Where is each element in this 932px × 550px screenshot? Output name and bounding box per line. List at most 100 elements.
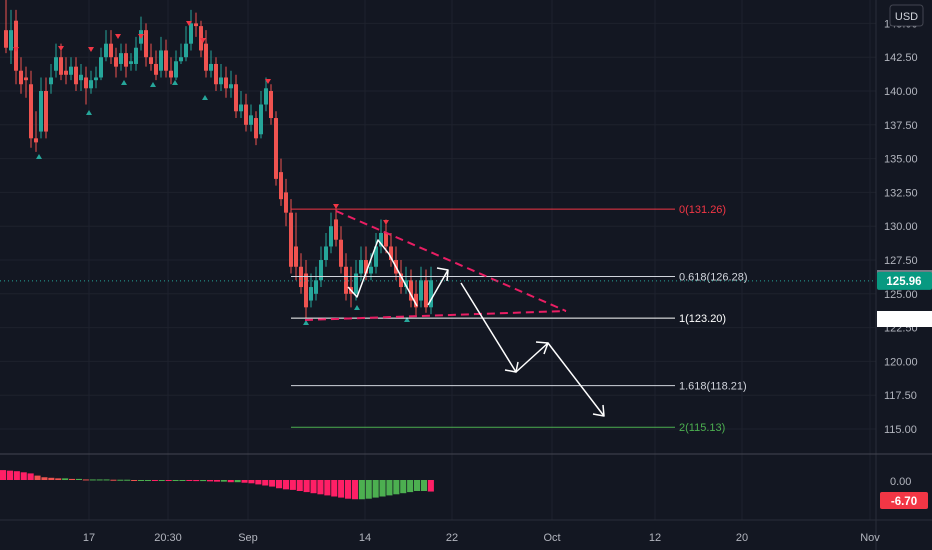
oscillator-current-value: -6.70 [891, 496, 917, 508]
histogram-bar [55, 478, 62, 480]
candle-body [314, 280, 318, 294]
candle-body [39, 91, 43, 132]
price-axis-label: 137.50 [884, 120, 918, 132]
currency-button[interactable]: USD [889, 4, 924, 27]
candle-body [154, 63, 158, 75]
candle-body [59, 57, 63, 75]
histogram-bar [372, 480, 379, 498]
histogram-bar [427, 480, 434, 492]
candle-body [309, 287, 313, 301]
histogram-bar [213, 480, 220, 482]
histogram-bar [103, 479, 110, 481]
triangle-pattern[interactable] [304, 210, 567, 321]
candle-body [374, 246, 378, 267]
histogram-bar [0, 470, 7, 480]
candle-body [234, 84, 238, 112]
histogram-bar [393, 480, 400, 495]
current-price-badge: 125.96 [877, 271, 932, 290]
swing-high-marker-icon [383, 220, 389, 225]
swing-high-marker-icon [186, 21, 192, 26]
currency-button-bg[interactable] [889, 4, 924, 27]
candle-body [34, 138, 38, 143]
histogram-bar [131, 480, 138, 481]
fib-level-label-3: 1.618(118.21) [679, 381, 747, 393]
candle-body [399, 273, 403, 288]
histogram-bar [186, 480, 193, 481]
histogram-bar [124, 479, 131, 481]
histogram-bar [358, 480, 365, 500]
swing-high-marker-icon [138, 34, 144, 39]
candle-body [384, 232, 388, 247]
projection-path[interactable] [347, 239, 605, 417]
candle-body [159, 50, 163, 71]
candle-body [169, 70, 173, 78]
candle-body [344, 266, 348, 294]
histogram-bar [400, 480, 407, 494]
candle-body [229, 84, 233, 89]
candle-body [64, 70, 68, 75]
histogram-bar [207, 480, 214, 482]
histogram-bar [269, 480, 276, 487]
swing-high-marker-icon [13, 47, 19, 52]
price-axis-label: 140.00 [884, 86, 918, 98]
fib-level-label-0: 0(131.26) [679, 204, 726, 216]
time-axis[interactable]: 17 20:30 Sep 14 22 Oct 12 20 Nov [83, 532, 880, 544]
price-axis-label: 135.00 [884, 154, 918, 166]
candle-body [194, 23, 198, 27]
forecast-path [460, 282, 605, 417]
candle-body [84, 77, 88, 89]
histogram-bar [151, 480, 158, 481]
swing-markers [13, 21, 410, 325]
histogram-bar [303, 480, 310, 493]
histogram-bar [296, 480, 303, 491]
histogram-bar [324, 480, 331, 496]
candle-body [9, 30, 13, 51]
histogram-bar [200, 480, 207, 482]
candle-body [119, 53, 123, 64]
candle-body [359, 260, 363, 274]
histogram-bar [158, 480, 165, 481]
candle-body [164, 50, 168, 71]
candle-body [129, 61, 133, 64]
swing-high-marker-icon [58, 46, 64, 51]
histogram-bar [27, 473, 34, 480]
fib-level-label-4: 2(115.13) [679, 422, 725, 434]
histogram-bar [20, 472, 27, 480]
candle-body [264, 88, 268, 105]
time-axis-label: 17 [83, 532, 95, 544]
candle-body [94, 77, 98, 81]
candle-body [209, 63, 213, 71]
wave-up-arrow [427, 269, 449, 306]
candle-body [334, 219, 338, 240]
fib-level-label-1: 0.618(126.28) [679, 271, 748, 283]
candle-body [4, 30, 8, 48]
candle-body [259, 104, 263, 135]
histogram-bar [13, 471, 20, 480]
histogram-bar [172, 480, 179, 481]
histogram-bar [138, 480, 145, 481]
currency-label: USD [895, 11, 918, 23]
histogram-bar [89, 479, 96, 481]
arrowhead-up-icon [535, 341, 549, 355]
candle-body [354, 273, 358, 294]
histogram-bar [144, 480, 151, 481]
arrowhead-down-icon [504, 361, 519, 373]
triangle-lower-trendline [304, 310, 567, 321]
swing-low-marker-icon [404, 317, 410, 322]
candle-body [339, 239, 343, 267]
histogram-bar [34, 475, 41, 480]
candle-body [224, 77, 228, 89]
histogram-bar [110, 479, 117, 481]
candle-body [104, 43, 108, 58]
candle-body [54, 57, 58, 71]
fib-axis-badge [877, 311, 932, 327]
histogram-bar [379, 480, 386, 497]
swing-low-marker-icon [172, 80, 178, 85]
candle-body [429, 280, 433, 308]
arrowhead-up-icon [436, 267, 449, 282]
candle-body [294, 246, 298, 267]
histogram-bar [262, 480, 269, 486]
candle-body [404, 280, 408, 288]
candle-body [419, 280, 423, 301]
